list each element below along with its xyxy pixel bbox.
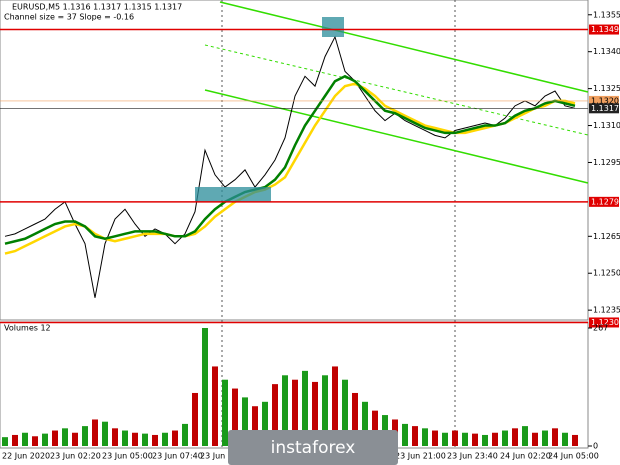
volume-bar bbox=[242, 397, 248, 446]
logo-box bbox=[228, 430, 398, 465]
volume-bar bbox=[162, 432, 168, 446]
volume-bar bbox=[442, 432, 448, 446]
y-tick-label: 1.1310 bbox=[593, 121, 620, 130]
volume-bar bbox=[502, 430, 508, 446]
volume-bar bbox=[302, 370, 308, 446]
price-label: 1.1317 bbox=[591, 104, 619, 113]
volume-bar bbox=[552, 428, 558, 446]
volume-bar bbox=[72, 432, 78, 446]
volume-bar bbox=[102, 421, 108, 446]
volume-bar bbox=[282, 375, 288, 446]
volume-bar bbox=[122, 430, 128, 446]
volume-bar bbox=[532, 432, 538, 446]
volume-bar bbox=[402, 423, 408, 446]
volume-bar bbox=[462, 432, 468, 446]
volume-bar bbox=[202, 328, 208, 446]
volume-bar bbox=[92, 419, 98, 446]
volume-bar bbox=[562, 432, 568, 446]
volume-bar bbox=[132, 432, 138, 446]
signal-box bbox=[195, 187, 271, 202]
volume-bar bbox=[262, 401, 268, 446]
y-tick-label: 1.1250 bbox=[593, 269, 620, 278]
volume-bar bbox=[362, 401, 368, 446]
series-line bbox=[4, 35, 576, 298]
level-label-bg bbox=[589, 317, 619, 328]
volume-bar bbox=[172, 430, 178, 446]
subtitle: Channel size = 37 Slope = -0.16 bbox=[4, 13, 134, 22]
volume-bar bbox=[342, 379, 348, 446]
volume-bar bbox=[512, 428, 518, 446]
volume-bar bbox=[482, 434, 488, 446]
y-tick-label: 1.1325 bbox=[593, 84, 620, 93]
volume-bar bbox=[2, 437, 8, 446]
volume-bar bbox=[352, 392, 358, 446]
volume-bar bbox=[212, 366, 218, 446]
x-tick-label: 23 Jun 02:20 bbox=[50, 452, 101, 461]
x-tick-label: 23 Jun 05:00 bbox=[102, 452, 153, 461]
volume-bar bbox=[312, 381, 318, 446]
y-tick-label: 1.1235 bbox=[593, 306, 620, 315]
volume-bar bbox=[12, 434, 18, 446]
volume-bar bbox=[142, 433, 148, 446]
channel-upper bbox=[219, 1, 589, 93]
x-tick-label: 23 Jun 23:40 bbox=[447, 452, 498, 461]
volume-bar bbox=[292, 379, 298, 446]
volume-bar bbox=[62, 428, 68, 446]
price-label-bg bbox=[589, 103, 619, 114]
level-label: 1.1349 bbox=[591, 25, 619, 34]
y-tick-label: 1.1340 bbox=[593, 47, 620, 56]
volume-bar bbox=[252, 406, 258, 446]
volume-bar bbox=[42, 433, 48, 446]
volume-bar bbox=[322, 375, 328, 446]
x-tick-label: 24 Jun 05:00 bbox=[548, 452, 599, 461]
level-label-bg bbox=[589, 24, 619, 35]
volume-tick-label: 267 bbox=[593, 324, 608, 333]
level-label-bg bbox=[589, 196, 619, 207]
volume-bar bbox=[412, 426, 418, 446]
logo: instaforex bbox=[271, 438, 356, 458]
volume-bar bbox=[422, 428, 428, 446]
level-label: 1.1230 bbox=[591, 318, 619, 327]
volume-bar bbox=[112, 428, 118, 446]
x-tick-label: 22 Jun 2020 bbox=[2, 452, 50, 461]
volume-tick-label: 0 bbox=[593, 442, 598, 451]
volume-bar bbox=[222, 379, 228, 446]
volume-bar bbox=[182, 423, 188, 446]
volume-bar bbox=[332, 366, 338, 446]
y-tick-label: 1.1265 bbox=[593, 232, 620, 241]
price-label-bg bbox=[589, 95, 619, 106]
volume-bar bbox=[152, 434, 158, 446]
volume-bar bbox=[22, 432, 28, 446]
volume-bar bbox=[232, 388, 238, 446]
y-tick-label: 1.1295 bbox=[593, 158, 620, 167]
volume-bar bbox=[452, 430, 458, 446]
volume-bar bbox=[492, 432, 498, 446]
signal-box bbox=[322, 17, 344, 37]
level-label: 1.1279 bbox=[591, 197, 619, 206]
volume-bar bbox=[432, 430, 438, 446]
y-tick-label: 1.1355 bbox=[593, 10, 620, 19]
volume-bar bbox=[472, 433, 478, 446]
volume-bar bbox=[32, 436, 38, 446]
volume-bar bbox=[192, 392, 198, 446]
volume-bar bbox=[52, 430, 58, 446]
series-line bbox=[4, 74, 576, 245]
volume-bar bbox=[82, 426, 88, 446]
chart-title: EURUSD,M5 1.1316 1.1317 1.1315 1.1317 bbox=[12, 3, 182, 12]
volume-bar bbox=[572, 434, 578, 446]
channel-lower bbox=[204, 89, 589, 184]
price-label: 1.1320 bbox=[591, 96, 619, 105]
x-tick-label: 23 Jun 10:20 bbox=[200, 452, 251, 461]
volume-bar bbox=[542, 430, 548, 446]
volume-bar bbox=[272, 384, 278, 446]
x-tick-label: 23 Jun 21:00 bbox=[395, 452, 446, 461]
volume-bar bbox=[372, 410, 378, 446]
volume-title: Volumes 12 bbox=[4, 324, 51, 333]
x-tick-label: 23 Jun 07:40 bbox=[152, 452, 203, 461]
volume-bar bbox=[522, 426, 528, 446]
x-tick-label: 24 Jun 02:20 bbox=[500, 452, 551, 461]
